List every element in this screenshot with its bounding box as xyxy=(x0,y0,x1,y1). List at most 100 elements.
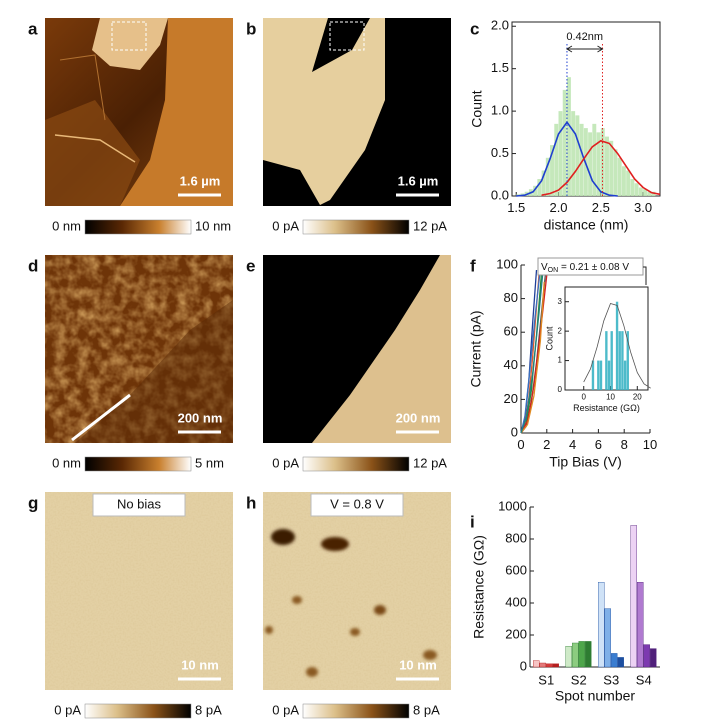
hist-bar xyxy=(599,360,603,390)
scale-bar-label: 10 nm xyxy=(181,657,219,672)
bar xyxy=(578,641,585,668)
hist-bar xyxy=(591,360,595,390)
tag-box xyxy=(310,493,404,517)
image-e xyxy=(263,255,451,443)
hist-bar xyxy=(615,301,619,390)
y-tick-label: 80 xyxy=(504,290,518,305)
colorbar xyxy=(302,456,410,472)
bar xyxy=(637,582,644,668)
hist-bar xyxy=(554,123,559,196)
colorbar-max: 5 nm xyxy=(195,455,224,470)
annotation-rest: = 0.21 ± 0.08 V xyxy=(558,262,629,273)
colorbar xyxy=(302,703,410,719)
panel-label: i xyxy=(470,512,475,531)
curve xyxy=(520,268,542,434)
hist-bar xyxy=(638,187,643,196)
x-tick-label: 10 xyxy=(643,437,657,452)
colorbar xyxy=(302,219,410,235)
hist-bar xyxy=(618,331,621,390)
colorbar xyxy=(84,219,192,235)
hist-bar xyxy=(623,360,627,390)
hist-bar xyxy=(634,183,639,196)
panel-label: b xyxy=(246,19,256,38)
hist-bar xyxy=(605,136,609,196)
x-tick-label: 2 xyxy=(543,437,550,452)
bar xyxy=(585,641,592,668)
panel-label: e xyxy=(246,256,255,275)
hist-bar xyxy=(610,331,613,390)
x-tick-label: 2.0 xyxy=(549,200,567,215)
y-tick-label: 60 xyxy=(504,324,518,339)
y-tick-label: 1.0 xyxy=(491,103,509,118)
x-axis-label: Tip Bias (V) xyxy=(549,454,622,470)
hist-bar xyxy=(558,111,563,196)
y-axis-label: Current (pA) xyxy=(468,310,484,387)
bar xyxy=(643,644,650,668)
x-tick-label: S4 xyxy=(636,672,652,687)
image-g xyxy=(45,492,233,690)
chart-3: 0 200 400 600 800 1000 Spot number Resistance (… xyxy=(470,498,660,704)
hist-bar xyxy=(647,191,652,196)
hist-bar xyxy=(607,360,611,390)
bar xyxy=(546,663,553,668)
panel-label: h xyxy=(246,493,256,512)
y-tick-label: 400 xyxy=(505,594,527,609)
hist-bar xyxy=(626,331,629,390)
curve xyxy=(583,303,651,389)
hist-bar xyxy=(588,132,593,196)
image-b xyxy=(263,18,451,206)
x-axis-label: distance (nm) xyxy=(544,217,629,233)
hist-bar xyxy=(617,157,622,196)
y-axis-label: Count xyxy=(544,326,554,351)
panel-label: a xyxy=(28,19,38,38)
bar xyxy=(650,648,657,668)
x-tick-label: 0 xyxy=(582,393,587,402)
bar xyxy=(598,582,605,668)
hist-bar xyxy=(533,185,538,196)
colorbar-min: 0 nm xyxy=(52,218,81,233)
colorbar xyxy=(84,456,192,472)
bar xyxy=(552,663,559,668)
y-tick-label: 20 xyxy=(504,391,518,406)
scale-bar-label: 200 nm xyxy=(396,410,441,425)
bar xyxy=(572,642,579,668)
hist-bar xyxy=(621,166,626,196)
x-tick-label: S1 xyxy=(538,672,554,687)
colorbar-min: 0 pA xyxy=(54,702,81,717)
x-tick-label: 10 xyxy=(606,393,615,402)
hist-bar xyxy=(596,132,601,196)
y-tick-label: 200 xyxy=(505,626,527,641)
x-tick-label: 8 xyxy=(621,437,628,452)
x-axis-label: Spot number xyxy=(555,688,635,704)
bar xyxy=(630,525,637,668)
y-tick-label: 1 xyxy=(558,356,563,365)
colorbar-min: 0 nm xyxy=(52,455,81,470)
colorbar-max: 12 pA xyxy=(413,455,447,470)
hist-bar xyxy=(562,89,567,196)
hist-bar xyxy=(621,331,624,390)
x-tick-label: S3 xyxy=(603,672,619,687)
y-tick-label: 2 xyxy=(558,326,563,335)
y-tick-label: 0.0 xyxy=(491,187,509,202)
panel-label: d xyxy=(28,256,38,275)
colorbar-max: 10 nm xyxy=(195,218,231,233)
curve xyxy=(520,271,544,434)
hist-bar xyxy=(545,157,550,196)
hist-bar xyxy=(630,179,635,196)
x-tick-label: 1.5 xyxy=(507,200,525,215)
hist-bar xyxy=(537,179,542,196)
bar xyxy=(604,608,611,668)
bar xyxy=(533,660,540,668)
y-tick-label: 1.5 xyxy=(491,60,509,75)
x-tick-label: 20 xyxy=(633,393,642,402)
x-tick-label: 2.5 xyxy=(592,200,610,215)
colorbar-min: 0 pA xyxy=(272,702,299,717)
annotation-sub: ON xyxy=(548,267,559,274)
scale-bar-label: 1.6 µm xyxy=(180,173,221,188)
annotation-main: V xyxy=(541,262,548,273)
y-axis-label: Count xyxy=(469,90,485,127)
